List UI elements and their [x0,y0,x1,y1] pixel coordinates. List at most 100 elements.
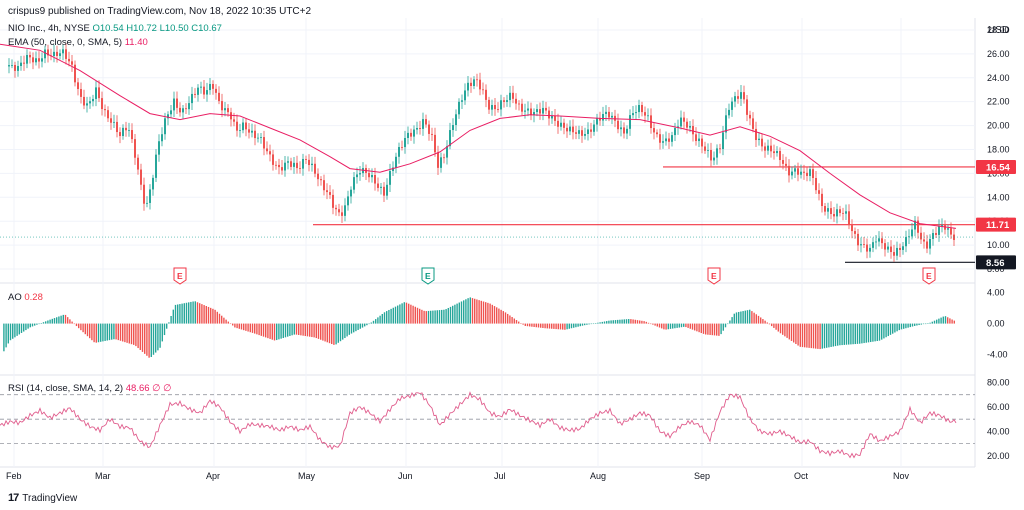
candle-body [356,174,358,178]
symbol-legend[interactable]: NIO Inc., 4h, NYSE O10.54 H10.72 L10.50 … [8,23,222,34]
candle-body [383,186,385,196]
ao-bar [104,323,106,341]
ao-bar [460,301,463,324]
ao-bar [773,323,775,328]
ao-bar [661,323,663,329]
ao-bar [652,323,654,325]
candle-body [293,162,295,167]
ao-bar [14,323,16,338]
candle-body [434,134,436,153]
time-axis[interactable]: Feb Mar Apr May Jun Jul Aug Sep Oct Nov [6,471,910,481]
earnings-marker-icon [922,267,936,285]
ao-bar [469,297,471,324]
candle-body [176,98,178,108]
ao-bar [300,323,302,336]
ao-bar [894,323,896,333]
level-price-text: 11.71 [986,220,1010,231]
ao-bar [740,311,742,324]
tradingview-logo-icon: 17 [8,492,19,504]
candle-body [350,189,352,197]
candle-body [791,171,793,176]
candle-body [143,184,145,204]
ao-bar [82,323,84,333]
ao-bar [359,323,361,329]
ao-bar [181,303,183,324]
candle-body [887,246,889,250]
candle-body [521,103,523,112]
candle-body [251,130,253,133]
candle-body [935,233,937,235]
ao-bar [691,323,694,330]
candle-body [923,239,925,242]
candle-body [461,100,463,102]
ao-bar [724,323,727,328]
time-tick-label: May [298,471,316,481]
rsi-legend[interactable]: RSI (14, close, SMA, 14, 2) 48.66 ∅ ∅ [8,383,171,394]
candle-body [614,115,616,121]
ao-bar [416,307,419,324]
ao-bar [698,323,700,333]
ao-legend[interactable]: AO 0.28 [8,292,43,303]
ao-bar [56,317,58,324]
ohlc-low: L10.50 [159,23,189,34]
ao-bar [18,323,20,335]
ao-bar [850,323,852,345]
ao-bar [392,307,394,324]
level-price-text: 8.56 [986,258,1005,269]
support-resistance-levels[interactable] [313,166,975,263]
candle-body [596,117,598,125]
candle-body [326,190,328,193]
ao-bar [93,323,95,343]
ema-legend[interactable]: EMA (50, close, 0, SMA, 5) 11.40 [8,37,148,48]
candle-body [116,121,118,133]
candle-body [854,231,856,234]
ao-bar [568,323,570,329]
ao-bar [909,323,911,328]
tradingview-brand[interactable]: 17 TradingView [8,492,77,504]
ao-bar [735,312,738,324]
candle-body [173,98,175,111]
ao-bar [562,323,564,330]
ao-bar [434,310,436,324]
candle-body [338,209,340,213]
ao-bar [210,307,212,324]
ao-bar [581,323,584,326]
candle-body [635,112,637,114]
ao-bar [144,323,146,354]
ao-bar [117,323,119,341]
candle-body [308,159,310,166]
ao-bar [709,323,711,335]
candle-body [779,151,781,161]
candle-body [167,114,169,119]
ao-bar [27,323,29,329]
ao-bar [152,323,155,355]
ao-bar [386,311,388,324]
candle-body [113,121,115,123]
ao-bar [441,309,443,324]
ao-bar [135,323,137,347]
candle-body [530,108,532,116]
ao-bar [399,304,401,324]
ao-bar [324,323,326,342]
price-axis[interactable]: 28.0026.0024.0022.0020.0018.0016.0014.00… [987,25,1010,461]
ao-bar [333,323,335,345]
ao-bar [914,323,916,326]
candle-body [149,189,151,203]
candle-body [329,192,331,195]
price-candles[interactable] [8,42,955,262]
ao-bar [788,323,790,340]
time-tick-label: Sep [694,471,710,481]
ao-bar [185,302,188,324]
ao-bar [531,323,533,327]
ao-bar [84,323,86,335]
candle-body [344,205,346,216]
candle-body [185,108,187,110]
candle-body [110,118,112,123]
ao-bar [133,323,135,345]
ao-bar [929,322,931,324]
ao-bar [630,319,632,324]
ao-bar [608,320,610,324]
candle-body [200,86,202,88]
